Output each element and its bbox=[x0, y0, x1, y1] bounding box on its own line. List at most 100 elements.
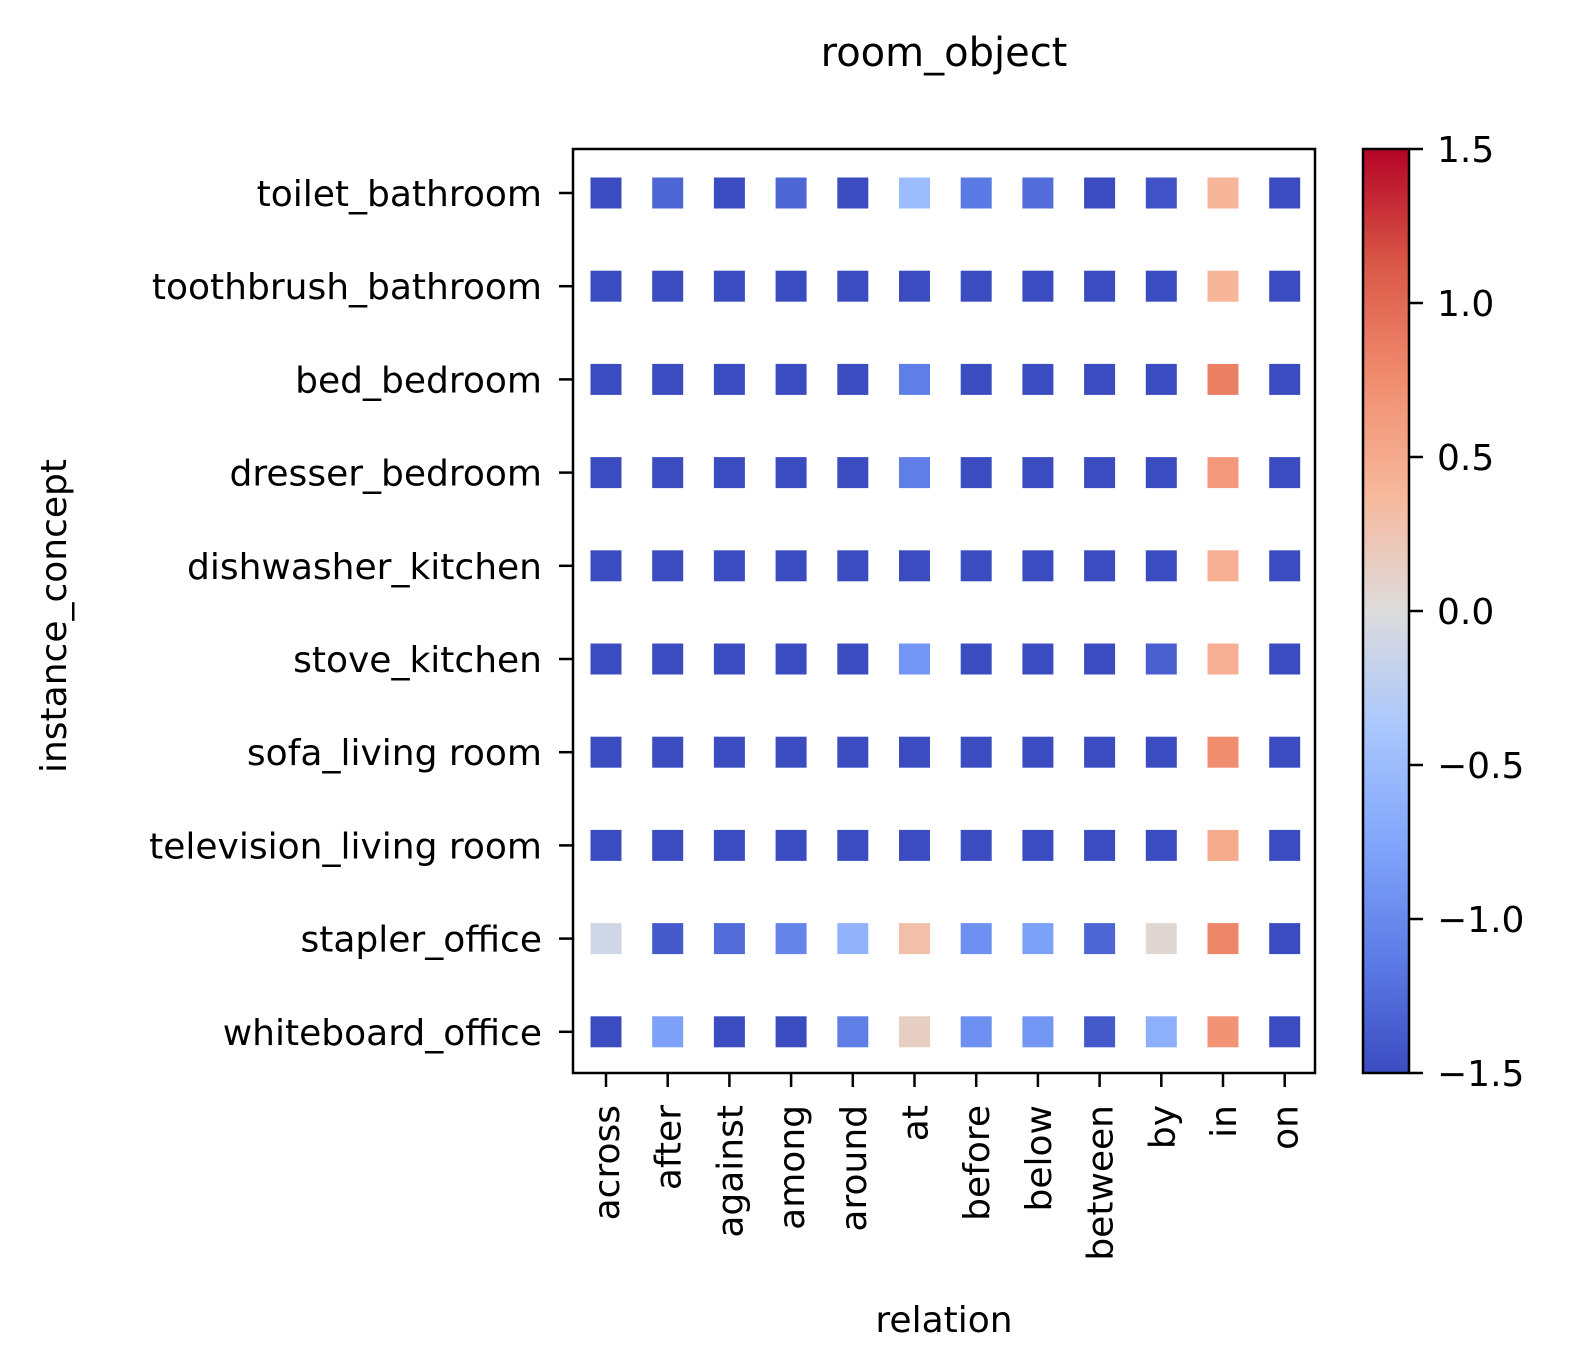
heatmap-cell-3-3 bbox=[775, 457, 807, 489]
y-axis: toilet_bathroom toothbrush_bathroom bed_be… bbox=[149, 174, 573, 1054]
heatmap-cell-4-9 bbox=[1145, 550, 1177, 582]
y-tick-label: toilet_bathroom bbox=[257, 174, 542, 215]
heatmap-cell-8-9 bbox=[1145, 923, 1177, 955]
heatmap-cell-3-1 bbox=[652, 457, 684, 489]
heatmap-cell-2-8 bbox=[1084, 363, 1116, 395]
colorbar-tick-label: 1.0 bbox=[1437, 284, 1494, 325]
heatmap-cell-6-2 bbox=[713, 736, 745, 768]
y-tick-label: stapler_office bbox=[300, 920, 542, 961]
heatmap-cell-6-9 bbox=[1145, 736, 1177, 768]
colorbar-axis: 1.5 1.0 0.5 0.0 −0.5 −1.0 −1.5 bbox=[1409, 130, 1524, 1095]
heatmap-cell-7-3 bbox=[775, 829, 807, 861]
y-tick-label: dishwasher_kitchen bbox=[187, 547, 542, 588]
heatmap-cell-0-10 bbox=[1207, 177, 1239, 209]
heatmap-cell-3-7 bbox=[1022, 457, 1054, 489]
heatmap-cell-9-8 bbox=[1084, 1016, 1116, 1048]
heatmap-cell-0-7 bbox=[1022, 177, 1054, 209]
heatmap-cell-4-4 bbox=[837, 550, 869, 582]
x-axis: across after against among around at before bel… bbox=[587, 1073, 1307, 1261]
heatmap-cell-5-9 bbox=[1145, 643, 1177, 675]
heatmap-cell-6-10 bbox=[1207, 736, 1239, 768]
colorbar-tick-label: 0.0 bbox=[1437, 592, 1494, 633]
x-tick-label: against bbox=[710, 1105, 751, 1238]
heatmap-cell-9-11 bbox=[1269, 1016, 1301, 1048]
heatmap-cell-1-6 bbox=[960, 270, 992, 302]
heatmap-cell-8-0 bbox=[590, 923, 622, 955]
colorbar-tick-label: −1.0 bbox=[1437, 900, 1524, 941]
heatmap-cell-7-8 bbox=[1084, 829, 1116, 861]
heatmap-cell-6-5 bbox=[899, 736, 930, 768]
heatmap-cell-4-7 bbox=[1022, 550, 1054, 582]
heatmap-cell-0-6 bbox=[960, 177, 992, 209]
heatmap-cell-9-9 bbox=[1145, 1016, 1177, 1048]
heatmap-cell-5-2 bbox=[713, 643, 745, 675]
heatmap-cell-0-0 bbox=[590, 177, 622, 209]
x-tick-label: between bbox=[1081, 1105, 1122, 1261]
x-tick-label: before bbox=[957, 1105, 998, 1221]
heatmap-cell-6-3 bbox=[775, 736, 807, 768]
x-tick-label: at bbox=[896, 1105, 937, 1141]
heatmap-cell-8-7 bbox=[1022, 923, 1054, 955]
heatmap-cell-9-5 bbox=[899, 1016, 930, 1048]
heatmap-cell-8-2 bbox=[713, 923, 745, 955]
colorbar-tick-label: 1.5 bbox=[1437, 130, 1494, 171]
heatmap-cells bbox=[590, 177, 1301, 1048]
heatmap-cell-0-11 bbox=[1269, 177, 1301, 209]
heatmap-cell-8-3 bbox=[775, 923, 807, 955]
heatmap-cell-9-1 bbox=[652, 1016, 684, 1048]
heatmap-cell-5-4 bbox=[837, 643, 869, 675]
heatmap-cell-9-6 bbox=[960, 1016, 992, 1048]
heatmap-cell-4-3 bbox=[775, 550, 807, 582]
heatmap-cell-4-8 bbox=[1084, 550, 1116, 582]
x-tick-label: around bbox=[834, 1105, 875, 1232]
heatmap-cell-3-5 bbox=[899, 457, 930, 489]
heatmap-cell-1-10 bbox=[1207, 270, 1239, 302]
heatmap-cell-7-1 bbox=[652, 829, 684, 861]
heatmap-cell-5-0 bbox=[590, 643, 622, 675]
heatmap-cell-3-6 bbox=[960, 457, 992, 489]
heatmap-cell-2-6 bbox=[960, 363, 992, 395]
heatmap-cell-4-2 bbox=[713, 550, 745, 582]
heatmap-cell-6-0 bbox=[590, 736, 622, 768]
heatmap-cell-4-1 bbox=[652, 550, 684, 582]
heatmap-cell-6-11 bbox=[1269, 736, 1301, 768]
heatmap-cell-5-8 bbox=[1084, 643, 1116, 675]
heatmap-cell-8-5 bbox=[899, 923, 930, 955]
x-tick-label: in bbox=[1204, 1105, 1245, 1138]
heatmap-cell-2-11 bbox=[1269, 363, 1301, 395]
heatmap-cell-4-6 bbox=[960, 550, 992, 582]
heatmap-cell-2-7 bbox=[1022, 363, 1054, 395]
heatmap-cell-9-3 bbox=[775, 1016, 807, 1048]
heatmap-cell-8-8 bbox=[1084, 923, 1116, 955]
heatmap-cell-0-5 bbox=[899, 177, 930, 209]
heatmap-cell-0-9 bbox=[1145, 177, 1177, 209]
heatmap-cell-1-11 bbox=[1269, 270, 1301, 302]
y-tick-label: sofa_living room bbox=[247, 733, 542, 774]
heatmap-cell-1-4 bbox=[837, 270, 869, 302]
plot-frame bbox=[571, 147, 1317, 1075]
heatmap-cell-1-3 bbox=[775, 270, 807, 302]
heatmap-cell-2-1 bbox=[652, 363, 684, 395]
x-tick-label: across bbox=[587, 1105, 628, 1220]
heatmap-cell-7-9 bbox=[1145, 829, 1177, 861]
heatmap-cell-2-4 bbox=[837, 363, 869, 395]
colorbar-tick-label: −0.5 bbox=[1437, 746, 1524, 787]
heatmap-cell-2-9 bbox=[1145, 363, 1177, 395]
y-tick-label: toothbrush_bathroom bbox=[152, 267, 542, 308]
heatmap-cell-2-0 bbox=[590, 363, 622, 395]
y-tick-label: dresser_bedroom bbox=[230, 454, 542, 495]
heatmap-cell-3-8 bbox=[1084, 457, 1116, 489]
heatmap-cell-6-4 bbox=[837, 736, 869, 768]
y-tick-label: whiteboard_office bbox=[223, 1013, 542, 1054]
heatmap-cell-6-7 bbox=[1022, 736, 1054, 768]
colorbar bbox=[1361, 147, 1411, 1075]
colorbar-tick-label: 0.5 bbox=[1437, 438, 1494, 479]
heatmap-cell-1-0 bbox=[590, 270, 622, 302]
heatmap-cell-5-3 bbox=[775, 643, 807, 675]
heatmap-cell-2-3 bbox=[775, 363, 807, 395]
heatmap-cell-4-11 bbox=[1269, 550, 1301, 582]
heatmap-cell-0-8 bbox=[1084, 177, 1116, 209]
heatmap-cell-6-1 bbox=[652, 736, 684, 768]
heatmap-cell-9-10 bbox=[1207, 1016, 1239, 1048]
heatmap-cell-3-0 bbox=[590, 457, 622, 489]
